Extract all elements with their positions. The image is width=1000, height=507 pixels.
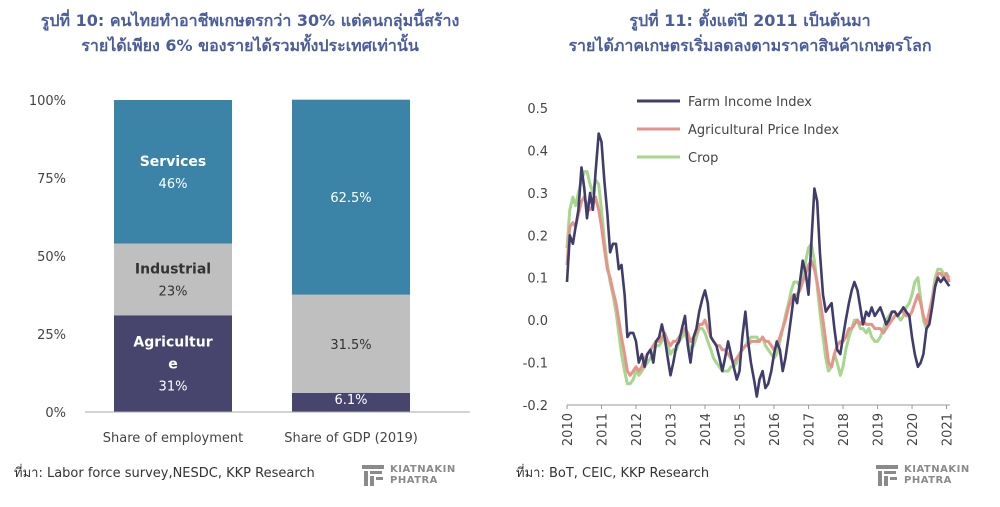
- data-label: 62.5%: [330, 191, 371, 206]
- data-label: 31.5%: [330, 338, 371, 353]
- y-tick-label: 50%: [37, 250, 66, 265]
- data-label: 23%: [159, 284, 188, 299]
- segment-name-label: Services: [140, 154, 207, 170]
- x-tick-label: 2010: [561, 413, 576, 446]
- legend-label: Crop: [688, 151, 718, 166]
- x-category-label: Share of employment: [103, 431, 243, 446]
- x-tick-label: 2012: [630, 413, 645, 446]
- y-tick-label: 0.5: [527, 102, 548, 117]
- bar-segment-services: [292, 99, 410, 295]
- bar-segment-services: [114, 100, 232, 244]
- bar-segment-agriculture: [114, 315, 232, 412]
- y-tick-label: 0.3: [527, 187, 548, 202]
- series-line-farm-income-index: [565, 132, 951, 398]
- y-tick-label: 25%: [37, 328, 66, 343]
- y-tick-label: 0.0: [527, 314, 548, 329]
- legend-label: Farm Income Index: [688, 95, 812, 110]
- x-tick-label: 2017: [803, 413, 818, 446]
- y-tick-label: 100%: [29, 94, 66, 109]
- segment-name-label: Industrial: [135, 261, 211, 277]
- right-chart-title: รูปที่ 11: ตั้งแต่ปี 2011 เป็นต้นมา รายไ…: [500, 8, 1000, 58]
- x-tick-label: 2013: [665, 413, 680, 446]
- x-category-label: Share of GDP (2019): [284, 431, 418, 446]
- right-source-note: ที่มา: BoT, CEIC, KKP Research: [516, 466, 710, 481]
- kiatnakin-phatra-logo-left: KIATNAKIN PHATRA: [360, 462, 456, 488]
- data-label: 31%: [159, 380, 188, 395]
- x-tick-label: 2014: [699, 413, 714, 446]
- y-tick-label: -0.1: [523, 357, 548, 372]
- x-tick-label: 2015: [734, 413, 749, 446]
- left-title-line1: รูปที่ 10: คนไทยทำอาชีพเกษตรกว่า 30% แต่…: [40, 11, 460, 30]
- left-title-line2: รายได้เพียง 6% ของรายได้รวมทั้งประเทศเท่…: [81, 36, 419, 55]
- x-tick-label: 2011: [596, 413, 611, 446]
- y-tick-label: 75%: [37, 172, 66, 187]
- logo-line1: KIATNAKIN: [390, 464, 456, 475]
- x-tick-label: 2019: [872, 413, 887, 446]
- segment-name-label: e: [168, 357, 178, 373]
- y-tick-label: 0%: [45, 406, 66, 421]
- x-tick-label: 2018: [837, 413, 852, 446]
- right-title-line1: รูปที่ 11: ตั้งแต่ปี 2011 เป็นต้นมา: [629, 11, 871, 30]
- data-label: 6.1%: [334, 393, 367, 408]
- bar-segment-industrial: [114, 243, 232, 316]
- x-tick-label: 2021: [941, 413, 956, 446]
- right-title-line2: รายได้ภาคเกษตรเริ่มลดลงตามราคาสินค้าเกษต…: [568, 36, 932, 55]
- y-tick-label: 0.1: [527, 272, 548, 287]
- y-tick-label: -0.2: [523, 399, 548, 414]
- series-line-agricultural-price-index: [565, 195, 951, 377]
- segment-name-label: Agricultur: [133, 335, 212, 351]
- kiatnakin-phatra-logo-right: KIATNAKIN PHATRA: [874, 462, 970, 488]
- kkp-logo-icon: [362, 465, 384, 486]
- left-source-note: ที่มา: Labor force survey,NESDC, KKP Res…: [14, 466, 315, 481]
- left-chart-title: รูปที่ 10: คนไทยทำอาชีพเกษตรกว่า 30% แต่…: [0, 8, 500, 58]
- logo-line1: KIATNAKIN: [904, 464, 970, 475]
- logo-line2: PHATRA: [390, 475, 438, 486]
- legend-label: Agricultural Price Index: [688, 123, 839, 138]
- y-tick-label: 0.2: [527, 229, 548, 244]
- stacked-bar-chart: 0% 25% 50% 75% 100% Agricultur e 31% Industrial…: [29, 94, 470, 446]
- bar-segment-industrial: [292, 294, 410, 393]
- y-tick-label: 0.4: [527, 144, 548, 159]
- x-tick-label: 2016: [768, 413, 783, 446]
- logo-line2: PHATRA: [904, 475, 952, 486]
- data-label: 46%: [159, 177, 188, 192]
- kkp-logo-icon: [876, 465, 898, 486]
- line-chart: -0.2 -0.1 0.0 0.1 0.2 0.3 0.4 0.5 2010 2011 2012 20…: [523, 95, 956, 446]
- x-tick-label: 2020: [906, 413, 921, 446]
